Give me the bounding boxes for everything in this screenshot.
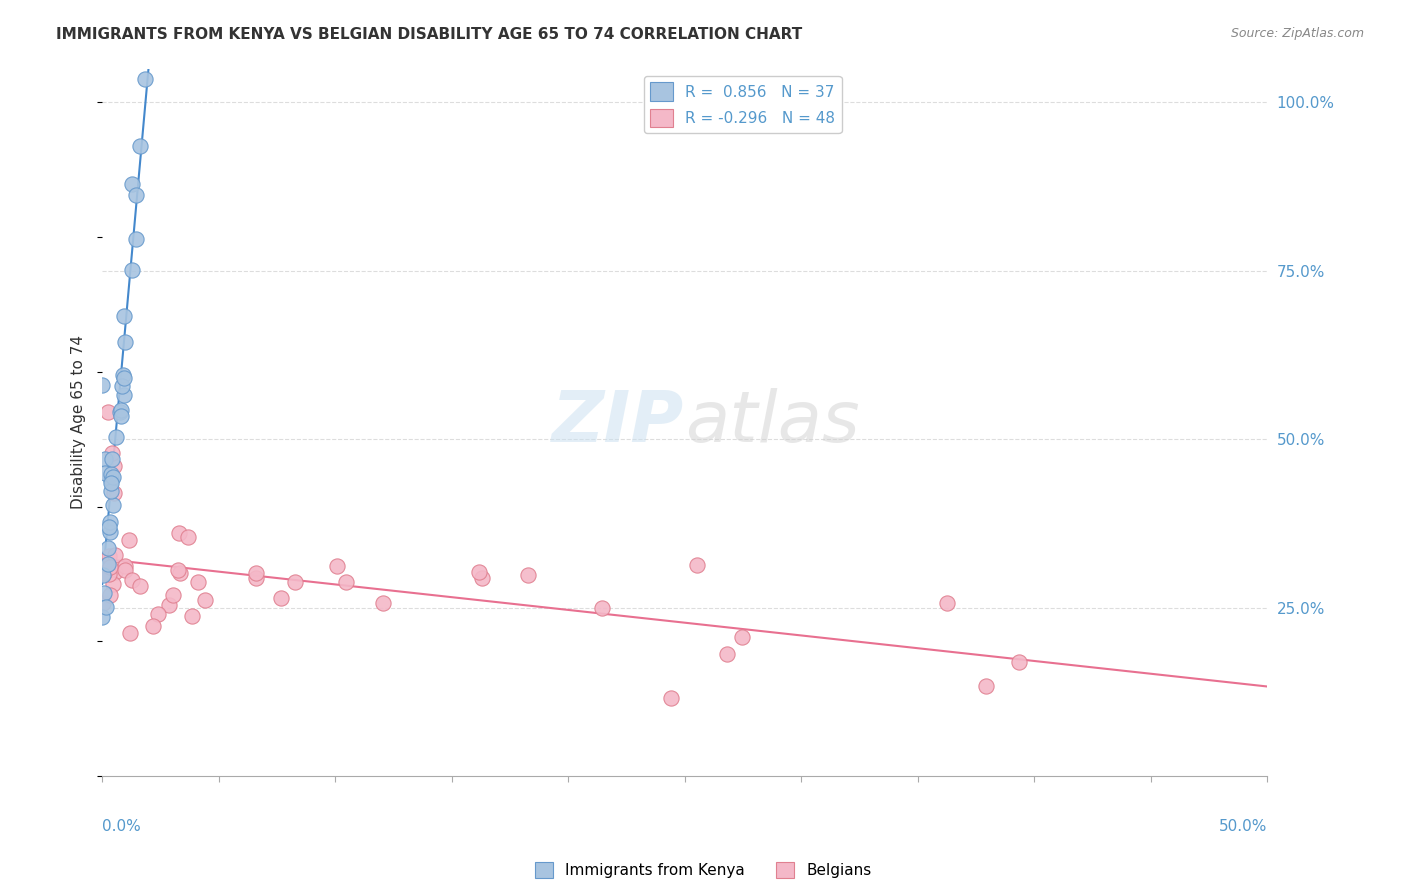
Y-axis label: Disability Age 65 to 74: Disability Age 65 to 74 [72, 335, 86, 509]
Belgians [284, 575, 307, 590]
Immigrants from Kenya [110, 409, 132, 423]
Immigrants from Kenya [111, 368, 134, 382]
Belgians [517, 567, 540, 582]
Immigrants from Kenya [111, 378, 134, 392]
Belgians [91, 596, 114, 610]
Belgians [101, 445, 124, 459]
Belgians [591, 601, 613, 615]
Belgians [187, 574, 209, 589]
Belgians [162, 588, 184, 602]
Immigrants from Kenya [121, 263, 143, 277]
Belgians [114, 559, 136, 574]
Belgians [120, 625, 142, 640]
Immigrants from Kenya [136, 12, 159, 27]
Belgians [148, 607, 170, 621]
Immigrants from Kenya [100, 452, 122, 467]
Belgians [716, 647, 738, 661]
Belgians [104, 548, 127, 562]
Immigrants from Kenya [100, 484, 122, 499]
Immigrants from Kenya [94, 599, 117, 614]
Belgians [936, 596, 959, 610]
Belgians [142, 619, 165, 633]
Immigrants from Kenya [100, 471, 122, 485]
Immigrants from Kenya [134, 72, 156, 87]
Belgians [686, 558, 709, 572]
Belgians [93, 566, 115, 580]
Belgians [659, 690, 682, 705]
Belgians [177, 530, 200, 544]
Text: Source: ZipAtlas.com: Source: ZipAtlas.com [1230, 27, 1364, 40]
Text: 50.0%: 50.0% [1219, 819, 1267, 834]
Legend: Immigrants from Kenya, Belgians: Immigrants from Kenya, Belgians [529, 856, 877, 884]
Immigrants from Kenya [98, 525, 121, 540]
Immigrants from Kenya [98, 519, 121, 533]
Immigrants from Kenya [105, 430, 128, 444]
Immigrants from Kenya [112, 388, 135, 402]
Immigrants from Kenya [91, 568, 114, 582]
Immigrants from Kenya [94, 452, 117, 467]
Immigrants from Kenya [108, 405, 131, 419]
Text: IMMIGRANTS FROM KENYA VS BELGIAN DISABILITY AGE 65 TO 74 CORRELATION CHART: IMMIGRANTS FROM KENYA VS BELGIAN DISABIL… [56, 27, 803, 42]
Immigrants from Kenya [97, 558, 120, 572]
Belgians [245, 572, 267, 586]
Belgians [270, 591, 292, 606]
Belgians [114, 563, 136, 577]
Immigrants from Kenya [100, 473, 122, 487]
Immigrants from Kenya [114, 334, 136, 349]
Belgians [245, 566, 267, 580]
Belgians [103, 459, 125, 474]
Belgians [129, 579, 152, 593]
Immigrants from Kenya [91, 609, 114, 624]
Belgians [121, 574, 143, 588]
Immigrants from Kenya [93, 466, 115, 480]
Immigrants from Kenya [125, 231, 148, 245]
Belgians [471, 571, 494, 585]
Belgians [104, 565, 127, 579]
Text: ZIP: ZIP [553, 388, 685, 457]
Immigrants from Kenya [100, 475, 122, 490]
Belgians [974, 679, 997, 693]
Immigrants from Kenya [112, 310, 135, 324]
Belgians [1008, 655, 1031, 669]
Text: 0.0%: 0.0% [103, 819, 141, 834]
Belgians [103, 486, 125, 500]
Belgians [98, 589, 121, 603]
Belgians [157, 598, 180, 612]
Belgians [169, 526, 191, 541]
Belgians [103, 577, 125, 591]
Belgians [98, 559, 121, 574]
Belgians [468, 565, 491, 579]
Belgians [98, 566, 121, 581]
Belgians [326, 559, 349, 574]
Belgians [194, 593, 217, 607]
Belgians [371, 596, 394, 610]
Immigrants from Kenya [125, 188, 148, 202]
Belgians [98, 549, 121, 563]
Belgians [167, 563, 190, 577]
Belgians [169, 566, 191, 580]
Belgians [118, 533, 141, 547]
Belgians [731, 631, 754, 645]
Immigrants from Kenya [97, 541, 120, 556]
Belgians [97, 405, 120, 419]
Immigrants from Kenya [93, 586, 115, 600]
Immigrants from Kenya [128, 139, 150, 153]
Immigrants from Kenya [91, 378, 114, 392]
Legend: R =  0.856   N = 37, R = -0.296   N = 48: R = 0.856 N = 37, R = -0.296 N = 48 [644, 76, 842, 133]
Immigrants from Kenya [121, 177, 143, 191]
Immigrants from Kenya [100, 467, 122, 481]
Immigrants from Kenya [103, 498, 125, 512]
Immigrants from Kenya [101, 470, 124, 484]
Belgians [335, 575, 357, 590]
Immigrants from Kenya [114, 371, 136, 385]
Belgians [181, 609, 204, 624]
Immigrants from Kenya [98, 515, 121, 529]
Immigrants from Kenya [110, 403, 132, 417]
Text: atlas: atlas [685, 388, 859, 457]
